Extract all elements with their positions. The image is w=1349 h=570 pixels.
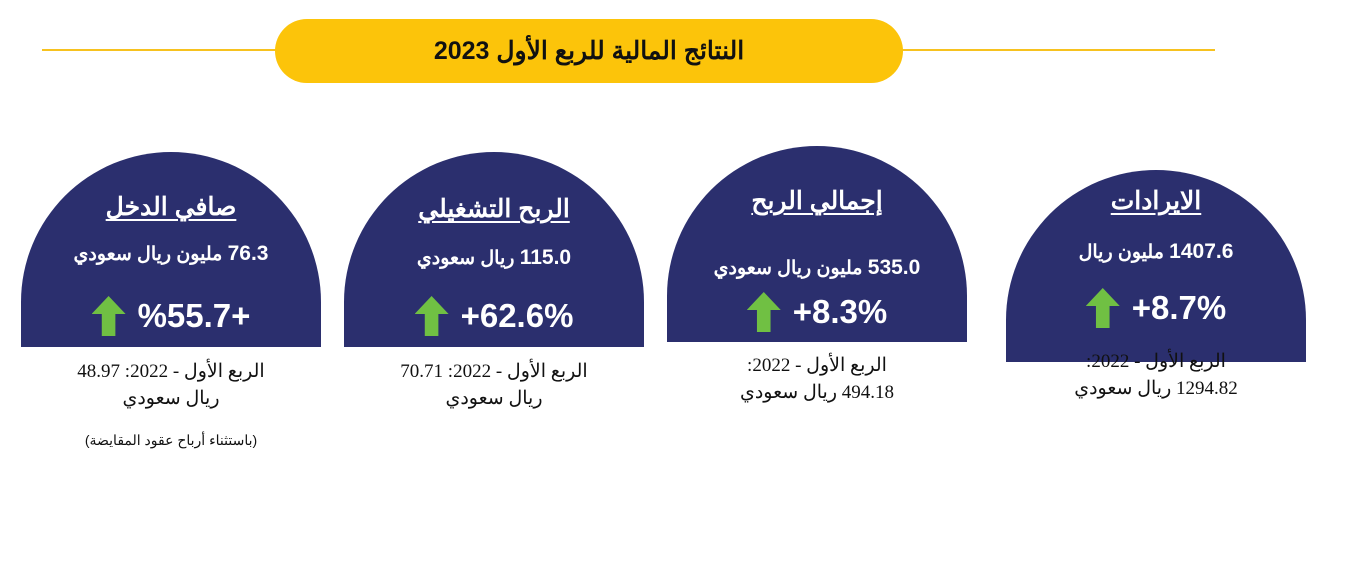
header-rule-left — [42, 49, 282, 51]
gross-profit-previous: الربع الأول - 2022: 494.18 ريال سعودي — [667, 352, 967, 406]
operating-profit-previous-unit: ريال سعودي — [445, 388, 543, 409]
revenue-value-unit: مليون ريال — [1078, 242, 1164, 263]
gross-profit-value: 535.0 مليون ريال سعودي — [677, 256, 957, 281]
revenue-previous-label: الربع الأول - 2022: — [1086, 351, 1226, 372]
operating-profit-dome: الربح التشغيلي 115.0 ريال سعودي +62.6% — [344, 152, 644, 347]
gross-profit-previous-label: الربع الأول - 2022: — [747, 355, 887, 376]
revenue-previous: الربع الأول - 2022: 1294.82 ريال سعودي — [1006, 348, 1306, 402]
revenue-previous-value: 1294.82 ريال سعودي — [1006, 375, 1306, 402]
net-income-change: %55.7+ — [21, 296, 321, 336]
page-title: النتائج المالية للربع الأول 2023 — [433, 37, 745, 65]
operating-profit-value: 115.0 ريال سعودي — [354, 246, 634, 271]
operating-profit-title: الربح التشغيلي — [418, 195, 570, 223]
net-income-value-number: 76.3 — [227, 242, 269, 265]
net-income-change-value: %55.7+ — [137, 297, 251, 334]
gross-profit-change: +8.3% — [667, 292, 967, 332]
revenue-value-number: 1407.6 — [1169, 240, 1234, 263]
net-income-note: (باستثناء أرباح عقود المقايضة) — [84, 432, 258, 448]
header-banner: النتائج المالية للربع الأول 2023 — [275, 19, 903, 83]
operating-profit-card: الربح التشغيلي 115.0 ريال سعودي +62.6% ا… — [344, 152, 644, 552]
operating-profit-previous-label: الربع الأول - 2022: 70.71 — [400, 361, 588, 382]
revenue-previous-number: 1294.82 — [1176, 378, 1238, 399]
net-income-value: 76.3 مليون ريال سعودي — [31, 242, 311, 267]
gross-profit-dome: إجمالي الربح 535.0 مليون ريال سعودي +8.3… — [667, 146, 967, 342]
gross-profit-value-unit: مليون ريال سعودي — [713, 258, 863, 279]
net-income-dome: صافي الدخل 76.3 مليون ريال سعودي %55.7+ — [21, 152, 321, 347]
revenue-change-value: +8.7% — [1131, 289, 1227, 326]
header-rule-right — [895, 49, 1215, 51]
revenue-dome: الايرادات 1407.6 مليون ريال +8.7% — [1006, 170, 1306, 362]
revenue-card: الايرادات 1407.6 مليون ريال +8.7% الربع … — [1006, 170, 1306, 570]
revenue-title: الايرادات — [1110, 187, 1202, 215]
arrow-up-icon — [414, 296, 449, 336]
net-income-title: صافي الدخل — [105, 193, 237, 221]
net-income-previous: الربع الأول - 2022: 48.97 ريال سعودي — [21, 358, 321, 412]
operating-profit-change: +62.6% — [344, 296, 644, 336]
gross-profit-previous-value: 494.18 ريال سعودي — [667, 379, 967, 406]
arrow-up-icon — [91, 296, 126, 336]
arrow-up-icon — [746, 292, 781, 332]
operating-profit-change-value: +62.6% — [460, 297, 574, 334]
operating-profit-value-unit: ريال سعودي — [416, 248, 515, 269]
operating-profit-value-number: 115.0 — [519, 246, 572, 269]
operating-profit-previous: الربع الأول - 2022: 70.71 ريال سعودي — [344, 358, 644, 412]
gross-profit-card: إجمالي الربح 535.0 مليون ريال سعودي +8.3… — [667, 146, 967, 546]
net-income-card: صافي الدخل 76.3 مليون ريال سعودي %55.7+ … — [21, 152, 321, 552]
net-income-previous-unit: ريال سعودي — [122, 388, 220, 409]
net-income-value-unit: مليون ريال سعودي — [73, 244, 223, 265]
net-income-previous-label: الربع الأول - 2022: 48.97 — [77, 361, 265, 382]
gross-profit-change-value: +8.3% — [792, 293, 888, 330]
gross-profit-previous-number: 494.18 — [841, 382, 895, 403]
arrow-up-icon — [1085, 288, 1120, 328]
gross-profit-value-number: 535.0 — [867, 256, 921, 279]
gross-profit-previous-unit: ريال سعودي — [739, 382, 838, 403]
revenue-value: 1407.6 مليون ريال — [1016, 240, 1296, 265]
revenue-previous-unit: ريال سعودي — [1074, 378, 1172, 399]
gross-profit-title: إجمالي الربح — [751, 187, 883, 215]
revenue-change: +8.7% — [1006, 288, 1306, 328]
